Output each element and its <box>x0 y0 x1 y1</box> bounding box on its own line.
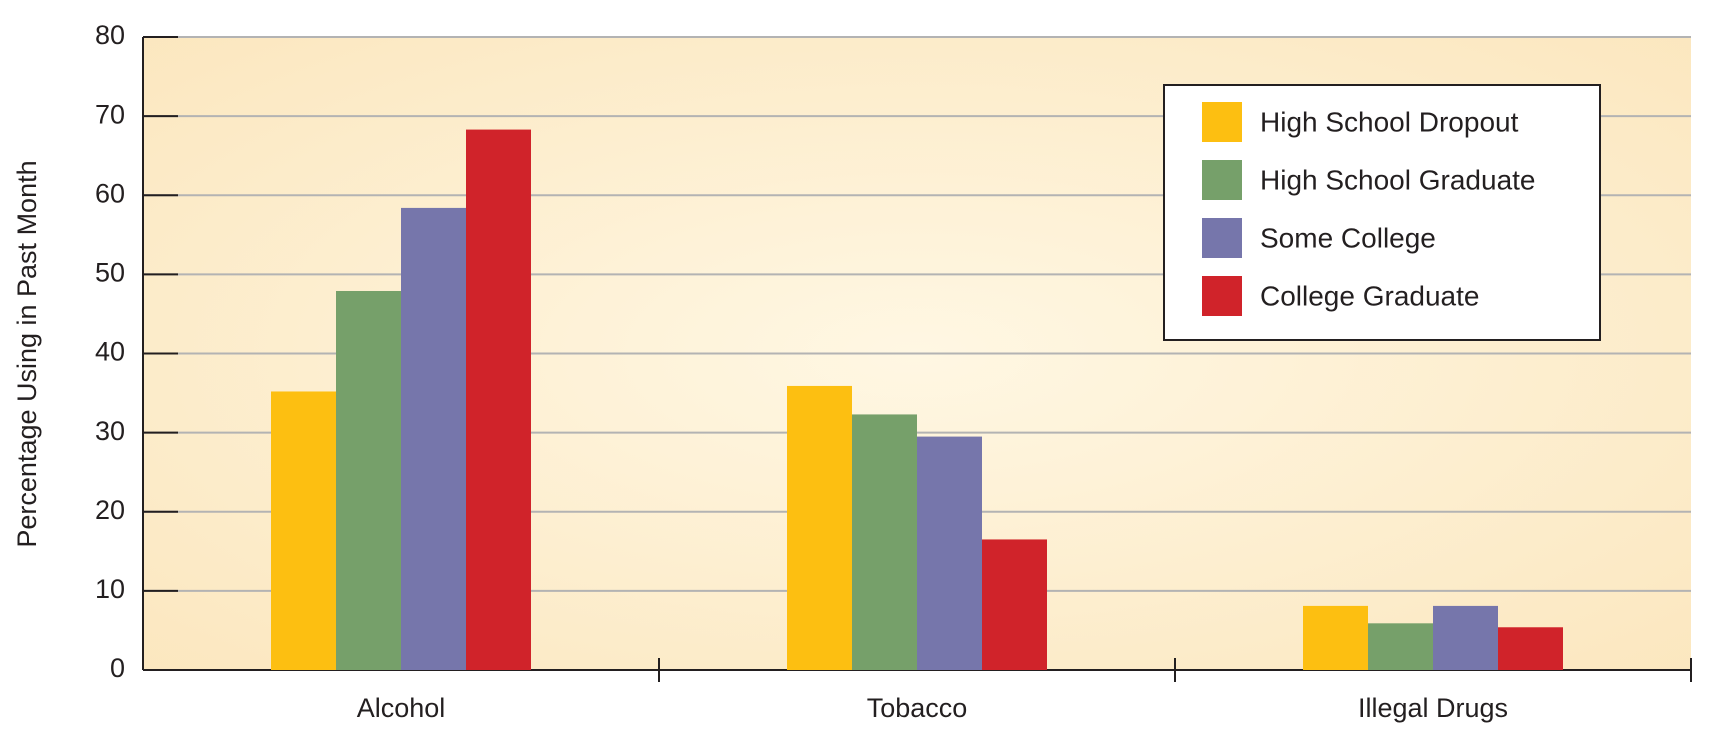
x-tick-label-0: Alcohol <box>357 693 446 723</box>
legend-label-0: High School Dropout <box>1260 106 1519 137</box>
bar-0-2 <box>401 207 466 670</box>
bar-1-0 <box>787 385 852 670</box>
bar-2-1 <box>1368 623 1433 670</box>
x-tick-labels: Alcohol Tobacco Illegal Drugs <box>357 693 1508 723</box>
legend-swatch-1 <box>1202 160 1242 200</box>
y-tick-label-30: 30 <box>95 416 125 446</box>
bar-1-2 <box>917 436 982 670</box>
bar-2-3 <box>1498 627 1563 670</box>
y-tick-label-70: 70 <box>95 99 125 129</box>
legend-label-2: Some College <box>1260 222 1436 253</box>
bar-0-1 <box>336 290 401 670</box>
bar-0-0 <box>271 391 336 670</box>
y-ticks: 0 10 20 30 40 50 60 70 80 <box>95 20 178 683</box>
legend-swatch-3 <box>1202 276 1242 316</box>
legend-swatch-0 <box>1202 102 1242 142</box>
bar-2-0 <box>1303 605 1368 670</box>
y-tick-label-20: 20 <box>95 495 125 525</box>
bar-1-3 <box>982 539 1047 670</box>
bar-1-1 <box>852 414 917 670</box>
x-ticks <box>658 658 1692 682</box>
y-tick-label-10: 10 <box>95 574 125 604</box>
y-tick-label-40: 40 <box>95 337 125 367</box>
y-tick-label-0: 0 <box>110 653 125 683</box>
x-tick-label-2: Illegal Drugs <box>1358 693 1508 723</box>
legend-swatch-2 <box>1202 218 1242 258</box>
legend-label-3: College Graduate <box>1260 280 1479 311</box>
bars <box>271 129 1563 671</box>
bar-0-3 <box>466 129 531 671</box>
bar-2-2 <box>1433 605 1498 670</box>
y-tick-label-80: 80 <box>95 20 125 50</box>
y-axis-title: Percentage Using in Past Month <box>12 160 42 547</box>
legend-label-1: High School Graduate <box>1260 164 1536 195</box>
x-tick-label-1: Tobacco <box>867 693 968 723</box>
y-tick-label-60: 60 <box>95 178 125 208</box>
legend: High School Dropout High School Graduate S… <box>1163 84 1601 341</box>
y-tick-label-50: 50 <box>95 258 125 288</box>
